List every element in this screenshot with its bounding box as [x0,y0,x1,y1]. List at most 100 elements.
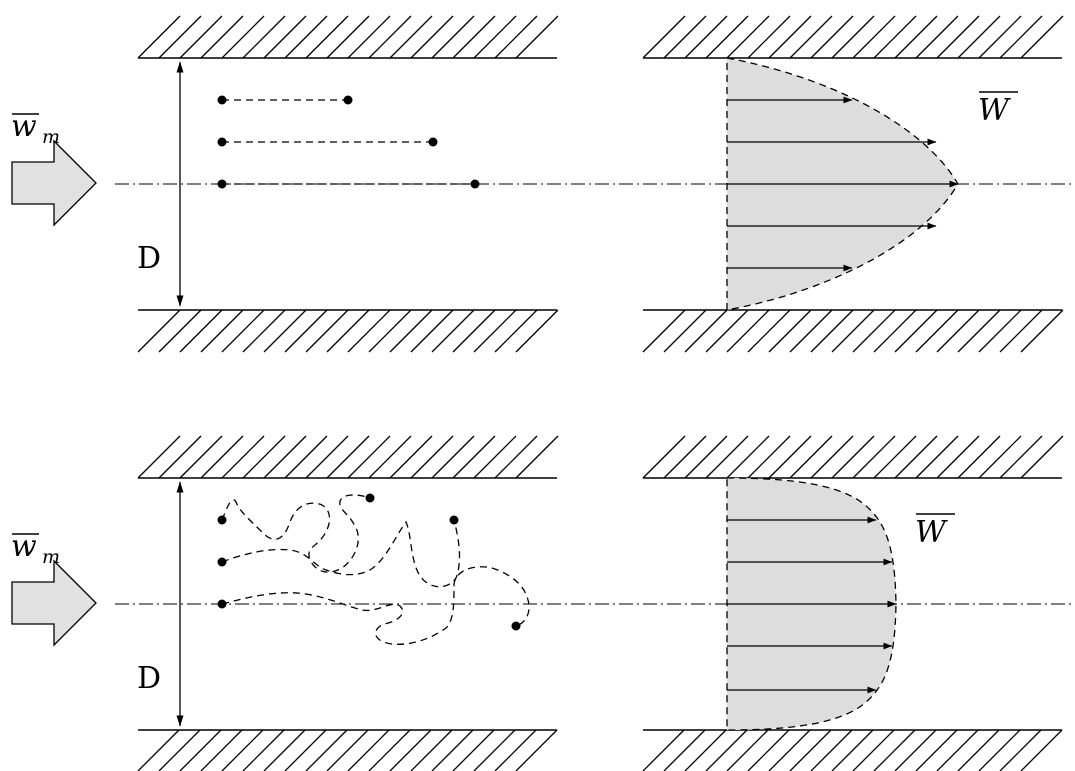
turbulent-particle-end [365,493,375,503]
hatch-line [326,435,370,479]
hatch-line [158,15,202,59]
hatch-line [368,15,412,59]
hatch-line [137,729,180,771]
hatch-line [389,729,432,771]
hatch-line [473,435,517,479]
turbulent-particle-paths [217,493,530,645]
hatch-line [873,435,917,479]
hatch-line [705,729,748,771]
hatch-line [410,729,453,771]
hatch-line [726,15,770,59]
hatch-line [852,435,896,479]
hatch-line [494,309,538,353]
hatch-line [789,729,832,771]
laminar-velocity-profile [726,57,959,311]
hatch-line [684,15,728,59]
laminar-particle-end [428,137,438,147]
hatch-line [873,309,917,353]
hatch-line [221,435,265,479]
hatch-line [410,15,454,59]
hatch-line [347,309,391,353]
hatch-line [663,729,706,771]
hatch-line [221,309,265,353]
turbulent-panel: D w m W [11,435,1075,771]
hatch-line [894,309,938,353]
hatch-line [663,309,707,353]
hatch-line [642,309,686,353]
hatch-line [915,729,958,771]
hatch-line [494,435,538,479]
turbulent-left-lower-hatch [137,729,558,771]
laminar-particle-start [217,95,227,105]
hatch-line [852,309,896,353]
hatch-line [305,435,349,479]
laminar-panel: D w m [11,15,1075,353]
hatch-line [305,309,349,353]
hatch-line [747,729,790,771]
hatch-line [705,309,749,353]
hatch-line [389,15,433,59]
hatch-line [747,309,791,353]
hatch-line [221,729,264,771]
turbulent-inlet-label: w m [11,529,60,568]
hatch-line [515,435,559,479]
hatch-line [389,435,433,479]
hatch-line [1020,309,1064,353]
turbulent-particle-start [217,557,227,567]
hatch-line [263,729,306,771]
hatch-line [726,435,770,479]
hatch-line [936,729,979,771]
hatch-line [431,309,475,353]
hatch-line [305,15,349,59]
hatch-line [431,435,475,479]
hatch-line [768,435,812,479]
hatch-line [368,309,412,353]
hatch-line [410,435,454,479]
hatch-line [515,729,558,771]
hatch-line [221,15,265,59]
laminar-right-lower-hatch [642,309,1064,353]
hatch-line [368,729,411,771]
hatch-line [915,309,959,353]
hatch-line [873,15,917,59]
hatch-line [810,15,854,59]
hatch-line [936,309,980,353]
hatch-line [705,15,749,59]
hatch-line [242,309,286,353]
laminar-profile-label: W [978,91,1018,128]
hatch-line [242,435,286,479]
hatch-line [789,435,833,479]
hatch-line [894,435,938,479]
hatch-line [200,435,244,479]
turbulent-particle-end [511,621,521,631]
hatch-line [999,15,1043,59]
hatch-line [179,15,223,59]
hatch-line [747,15,791,59]
hatch-line [936,15,980,59]
hatch-line [368,435,412,479]
hatch-line [263,309,307,353]
hatch-line [326,15,370,59]
hatch-line [473,309,517,353]
hatch-line [663,435,707,479]
hatch-line [473,729,516,771]
hatch-line [915,435,959,479]
hatch-line [473,15,517,59]
turbulent-inlet-arrow [11,559,97,647]
hatch-line [978,309,1022,353]
hatch-line [852,729,895,771]
hatch-line [158,729,201,771]
hatch-line [936,435,980,479]
hatch-line [284,15,328,59]
laminar-diameter-label: D [137,241,161,276]
hatch-line [326,309,370,353]
hatch-line [978,15,1022,59]
laminar-particle-end [470,179,480,189]
laminar-left-upper-hatch [137,15,559,59]
hatch-line [726,729,769,771]
hatch-line [747,435,791,479]
hatch-line [894,15,938,59]
hatch-line [200,309,244,353]
laminar-inlet-symbol: w [11,109,37,144]
